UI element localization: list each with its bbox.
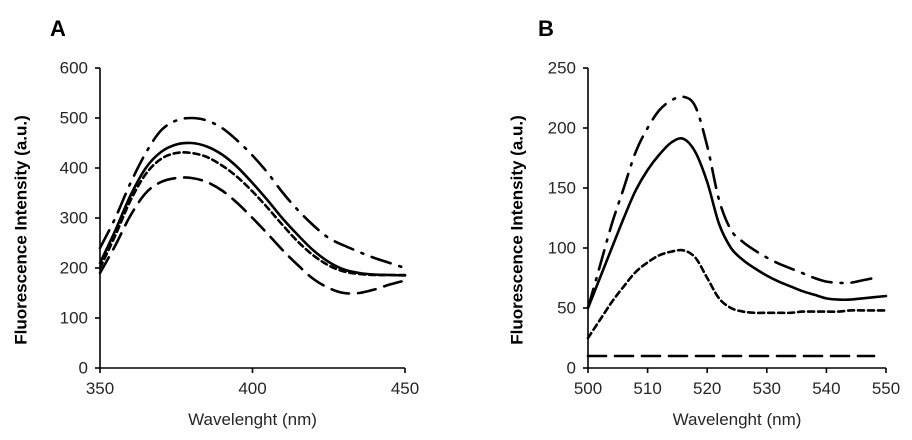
x-tick-label: 450 (391, 379, 419, 398)
chart-panel-a: A 0 100 200 300 400 500 600 350 400 450 Wavelenght … (11, 16, 419, 429)
series-line-solid (98, 141, 407, 277)
x-tick-label: 500 (574, 379, 602, 398)
panel-label: A (50, 16, 66, 41)
x-tick-label: 400 (238, 379, 266, 398)
y-tick-label: 200 (548, 119, 576, 138)
y-axis-title: Fluorescence Intensity (a.u.) (11, 115, 30, 345)
chart-panel-b: B 0 50 100 150 200 250 500 510 520 530 540 550 Wavele… (507, 16, 900, 429)
x-tick-label: 510 (633, 379, 661, 398)
x-tick-label: 550 (872, 379, 900, 398)
x-axis-title: Wavelenght (nm) (673, 410, 802, 429)
y-tick-label: 100 (548, 239, 576, 258)
y-axis-title: Fluorescence Intensity (a.u.) (507, 115, 526, 345)
y-tick-label: 300 (60, 209, 88, 228)
y-tick-label: 200 (60, 259, 88, 278)
series-line-dash-dot (586, 95, 876, 310)
y-tick-label: 500 (60, 109, 88, 128)
y-tick-label: 100 (60, 309, 88, 328)
x-axis-title: Wavelenght (nm) (188, 410, 317, 429)
y-tick-label: 50 (557, 299, 576, 318)
series-line-long-dash (98, 176, 407, 295)
series-line-short-dash (586, 248, 888, 340)
y-tick-label: 150 (548, 179, 576, 198)
x-tick-label: 540 (812, 379, 840, 398)
series-line-dash-dot (98, 116, 407, 270)
panel-label: B (538, 16, 554, 41)
y-tick-label: 250 (548, 59, 576, 78)
series-line-solid (586, 137, 888, 310)
x-tick-label: 520 (693, 379, 721, 398)
series-line-short-dash (98, 151, 407, 277)
x-tick-label: 350 (86, 379, 114, 398)
y-tick-label: 0 (567, 359, 576, 378)
x-tick-label: 530 (753, 379, 781, 398)
y-tick-label: 400 (60, 159, 88, 178)
y-tick-label: 600 (60, 59, 88, 78)
y-tick-label: 0 (79, 359, 88, 378)
